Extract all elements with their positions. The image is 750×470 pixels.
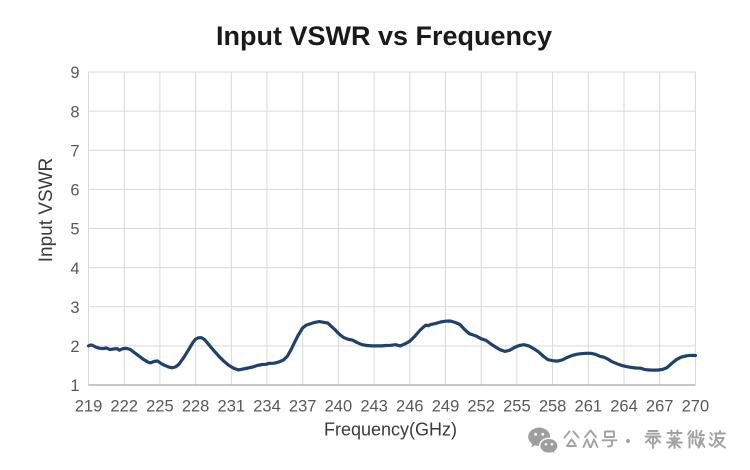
svg-text:6: 6 xyxy=(70,182,79,200)
svg-text:249: 249 xyxy=(432,398,460,416)
svg-text:Input VSWR: Input VSWR xyxy=(36,158,57,263)
svg-text:237: 237 xyxy=(289,398,317,416)
svg-text:1: 1 xyxy=(70,377,79,395)
svg-text:258: 258 xyxy=(539,398,567,416)
svg-text:225: 225 xyxy=(146,398,174,416)
svg-text:267: 267 xyxy=(646,398,674,416)
svg-text:3: 3 xyxy=(70,299,79,317)
svg-text:9: 9 xyxy=(70,64,79,82)
svg-text:2: 2 xyxy=(70,338,79,356)
svg-text:222: 222 xyxy=(110,398,138,416)
svg-text:228: 228 xyxy=(182,398,210,416)
svg-text:255: 255 xyxy=(503,398,531,416)
svg-text:219: 219 xyxy=(75,398,103,416)
svg-text:240: 240 xyxy=(325,398,353,416)
svg-text:264: 264 xyxy=(610,398,638,416)
svg-text:270: 270 xyxy=(682,398,710,416)
svg-text:246: 246 xyxy=(396,398,424,416)
svg-text:252: 252 xyxy=(467,398,495,416)
svg-text:5: 5 xyxy=(70,221,79,239)
svg-text:243: 243 xyxy=(360,398,388,416)
svg-text:Frequency(GHz): Frequency(GHz) xyxy=(324,420,457,440)
svg-text:Input VSWR vs Frequency: Input VSWR vs Frequency xyxy=(216,21,552,51)
svg-text:261: 261 xyxy=(575,398,603,416)
svg-text:4: 4 xyxy=(70,260,79,278)
svg-text:234: 234 xyxy=(253,398,281,416)
svg-text:7: 7 xyxy=(70,142,79,160)
svg-text:8: 8 xyxy=(70,103,79,121)
svg-text:231: 231 xyxy=(218,398,246,416)
